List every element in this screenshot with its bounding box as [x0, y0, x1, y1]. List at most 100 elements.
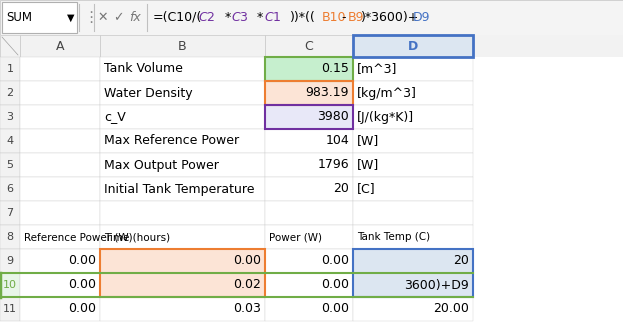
Text: [W]: [W] [357, 134, 379, 147]
Text: -: - [341, 11, 346, 24]
Bar [265, 225, 353, 249]
Text: 20: 20 [333, 182, 349, 196]
Bar [265, 35, 353, 57]
Bar [20, 57, 100, 81]
Text: 0.00: 0.00 [233, 254, 261, 267]
Bar [265, 153, 353, 177]
Bar [0, 201, 20, 225]
Bar [265, 177, 353, 201]
Text: ▼: ▼ [67, 12, 75, 23]
Text: SUM: SUM [6, 11, 32, 24]
Bar [20, 177, 100, 201]
Bar [353, 273, 473, 297]
Bar [0, 153, 20, 177]
Bar [100, 81, 265, 105]
Bar [353, 105, 473, 129]
Bar [353, 249, 473, 273]
Bar [100, 225, 265, 249]
Text: 3: 3 [6, 112, 14, 122]
Text: 7: 7 [6, 208, 14, 218]
Bar [100, 297, 265, 321]
Bar [2, 2, 77, 33]
Text: *: * [224, 11, 231, 24]
Text: $C$3: $C$3 [231, 11, 249, 24]
Text: ✓: ✓ [113, 11, 123, 24]
Bar [353, 35, 473, 57]
Text: 2: 2 [6, 88, 14, 98]
Bar [265, 129, 353, 153]
Bar [20, 35, 100, 57]
Text: Water Density: Water Density [104, 87, 193, 99]
Bar [265, 249, 353, 273]
Bar [353, 153, 473, 177]
Text: 5: 5 [6, 160, 14, 170]
Text: 20: 20 [453, 254, 469, 267]
Text: 3980: 3980 [317, 111, 349, 124]
Text: 983.19: 983.19 [305, 87, 349, 99]
Text: A: A [55, 40, 64, 53]
Bar [353, 57, 473, 81]
Text: [C]: [C] [357, 182, 376, 196]
Bar [100, 153, 265, 177]
Text: 0.00: 0.00 [68, 279, 96, 291]
Bar [353, 129, 473, 153]
Text: [J/(kg*K)]: [J/(kg*K)] [357, 111, 414, 124]
Text: 104: 104 [325, 134, 349, 147]
Bar [20, 105, 100, 129]
Text: [W]: [W] [357, 159, 379, 171]
Bar [265, 201, 353, 225]
Text: $C$1: $C$1 [264, 11, 281, 24]
Bar [265, 105, 353, 129]
Bar [353, 249, 473, 273]
Bar [100, 249, 265, 297]
Bar [100, 201, 265, 225]
Bar [100, 57, 265, 81]
Text: 10: 10 [3, 280, 17, 290]
Bar [265, 297, 353, 321]
Text: Tank Volume: Tank Volume [104, 62, 183, 76]
Text: 0.03: 0.03 [233, 302, 261, 316]
Bar [265, 81, 353, 105]
Text: B10: B10 [322, 11, 346, 24]
Bar [20, 225, 100, 249]
Text: ⋮: ⋮ [83, 10, 98, 25]
Text: *: * [257, 11, 264, 24]
Bar [0, 129, 20, 153]
Bar [265, 273, 353, 297]
Bar [100, 177, 265, 201]
Text: 0.02: 0.02 [233, 279, 261, 291]
Bar [0, 35, 623, 57]
Bar [353, 297, 473, 321]
Text: [m^3]: [m^3] [357, 62, 397, 76]
Bar [0, 35, 20, 57]
Text: c_V: c_V [104, 111, 126, 124]
Bar [353, 249, 473, 297]
Text: 6: 6 [6, 184, 14, 194]
Text: 1796: 1796 [317, 159, 349, 171]
Text: 0.15: 0.15 [321, 62, 349, 76]
Bar [0, 273, 20, 297]
Bar [100, 273, 265, 297]
Text: B9: B9 [348, 11, 364, 24]
Bar [353, 35, 473, 57]
Bar [100, 105, 265, 129]
Bar [265, 57, 353, 81]
Bar [100, 249, 265, 273]
Text: 8: 8 [6, 232, 14, 242]
Text: 4: 4 [6, 136, 14, 146]
Bar [0, 225, 20, 249]
Text: )*3600)+: )*3600)+ [361, 11, 419, 24]
Text: 20.00: 20.00 [433, 302, 469, 316]
Bar [20, 249, 100, 273]
Bar [100, 249, 265, 273]
Bar [353, 225, 473, 249]
Text: B: B [178, 40, 187, 53]
Bar [353, 81, 473, 105]
Text: Max Reference Power: Max Reference Power [104, 134, 239, 147]
Bar [265, 105, 353, 129]
Text: fx: fx [129, 11, 141, 24]
Text: 11: 11 [3, 304, 17, 314]
Bar [20, 297, 100, 321]
Bar [20, 201, 100, 225]
Text: ✕: ✕ [97, 11, 108, 24]
